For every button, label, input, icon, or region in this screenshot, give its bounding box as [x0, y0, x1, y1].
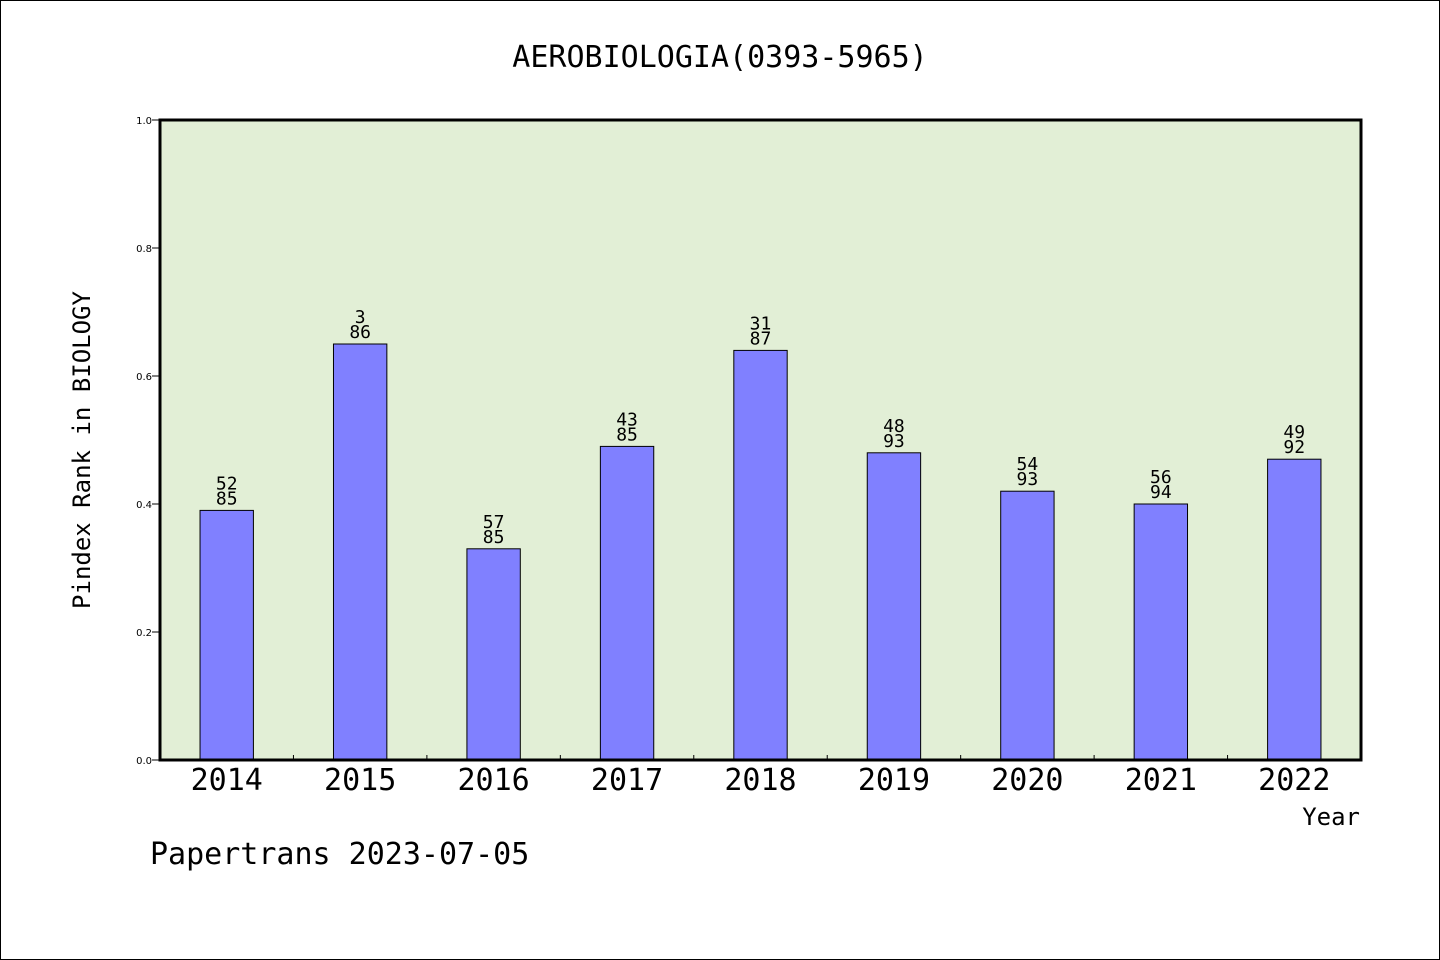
x-axis-ticks: 2014 2015 2016 2017 2018 2019 2020 2021 2022 — [191, 755, 1330, 798]
plot-border — [158, 118, 1363, 762]
data-label-bottom: 93 — [1017, 469, 1039, 490]
y-tick-label: 0.4 — [136, 500, 152, 511]
data-label-top: 48 — [883, 416, 905, 437]
x-tick-label: 2020 — [991, 763, 1063, 798]
y-axis-ticks: 0.0 0.2 0.4 0.6 0.8 1.0 — [136, 116, 160, 767]
data-label-top: 52 — [216, 473, 238, 494]
x-tick-label: 2017 — [591, 763, 663, 798]
bar-2016 — [466, 548, 521, 761]
bar-2021 — [1133, 503, 1189, 761]
data-label-top: 3 — [355, 307, 366, 328]
data-label-bottom: 85 — [216, 488, 238, 509]
footer-credit: Papertrans 2023-07-05 — [150, 837, 529, 872]
y-tick-label: 0.6 — [136, 372, 152, 383]
data-label-top: 54 — [1017, 454, 1039, 475]
data-label-bottom: 93 — [883, 431, 905, 452]
x-tick-label: 2021 — [1125, 763, 1197, 798]
bar-2020 — [1000, 490, 1055, 761]
data-label-top: 57 — [483, 512, 505, 533]
data-label-top: 56 — [1150, 467, 1172, 488]
bar-2018 — [733, 349, 788, 761]
bars — [199, 343, 1322, 761]
y-tick-label: 0.2 — [136, 628, 152, 639]
x-tick-label: 2014 — [191, 763, 263, 798]
data-label-top: 49 — [1283, 422, 1305, 443]
data-label-bottom: 87 — [750, 328, 772, 349]
data-label-bottom: 85 — [483, 527, 505, 548]
chart-title: AEROBIOLOGIA(0393-5965) — [512, 40, 927, 75]
x-tick-label: 2015 — [324, 763, 396, 798]
y-tick-label: 0.0 — [136, 756, 152, 767]
x-tick-label: 2022 — [1258, 763, 1330, 798]
x-tick-label: 2018 — [724, 763, 796, 798]
x-axis-label: Year — [1302, 803, 1360, 831]
y-tick-label: 0.8 — [136, 244, 152, 255]
bar-2022 — [1267, 458, 1322, 761]
data-label-bottom: 85 — [616, 424, 638, 445]
data-label-bottom: 94 — [1150, 482, 1172, 503]
data-label-bottom: 92 — [1283, 437, 1305, 458]
bar-2019 — [866, 452, 922, 761]
bar-2014 — [199, 509, 254, 761]
bar-2015 — [332, 343, 388, 761]
y-tick-label: 1.0 — [136, 116, 152, 127]
x-tick-label: 2019 — [858, 763, 930, 798]
bar-2017 — [599, 445, 655, 761]
y-axis-label: Pindex Rank in BIOLOGY — [68, 291, 96, 609]
data-label-bottom: 86 — [349, 322, 371, 343]
x-tick-label: 2016 — [457, 763, 529, 798]
data-label-top: 43 — [616, 409, 638, 430]
data-label-top: 31 — [750, 313, 772, 334]
